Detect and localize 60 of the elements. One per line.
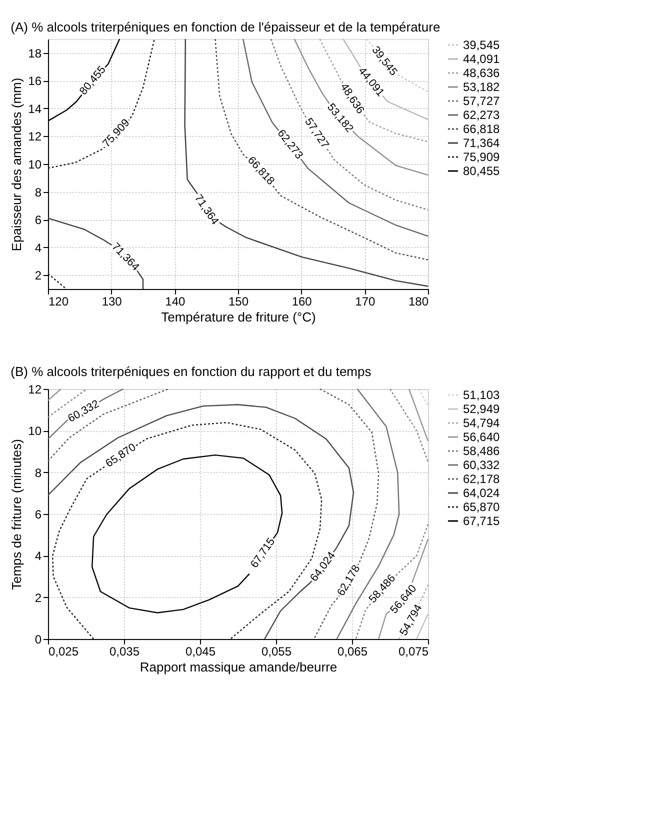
x-axis-title: Température de friture (°C) [161,310,316,324]
y-tick-label: 8 [34,185,42,200]
legend-label: 58,486 [463,444,500,458]
legend-label: 44,091 [463,52,500,66]
y-tick-label: 4 [34,240,42,255]
y-tick-label: 2 [34,590,42,605]
line-series [184,38,429,287]
legend-label: 60,332 [463,458,500,472]
x-tick-label: 0,055 [261,644,292,658]
y-tick-label: 18 [28,46,42,60]
x-axis-title: Rapport massique amande/beurre [140,660,338,674]
legend-label: 62,178 [463,472,500,486]
x-tick-label: 170 [355,294,376,308]
y-tick-label: 14 [28,102,42,116]
legend-label: 56,640 [463,430,500,444]
legend-label: 48,636 [463,66,500,80]
y-tick-label: 12 [28,382,42,396]
x-tick-label: 160 [292,294,312,308]
y-tick-label: 16 [28,74,42,88]
line-series [47,218,144,290]
chart-title: (B) % alcools triterpéniques en fonction du rapport et du temps [10,364,372,379]
y-tick-label: 10 [28,158,42,172]
y-tick-label: 6 [34,213,42,228]
legend-label: 39,545 [463,38,500,52]
x-tick-label: 150 [228,294,249,308]
legend-label: 54,794 [463,416,500,430]
legend-label: 75,909 [463,150,500,164]
x-tick-label: 140 [165,294,186,308]
y-tick-label: 6 [34,508,42,522]
x-tick-label: 0,075 [398,644,429,658]
legend-label: 52,949 [463,402,500,416]
y-tick-label: 12 [28,130,42,144]
y-tick-label: 8 [34,466,42,480]
y-axis-title: Temps de friture (minutes) [9,439,24,590]
legend-label: 67,715 [463,514,500,528]
line-series [47,38,155,169]
chart-title: (A) % alcools triterpéniques en fonction de l'épaisseur et de la température [10,19,440,34]
x-tick-label: 0,035 [109,644,140,658]
x-tick-label: 0,025 [48,644,79,658]
y-tick-label: 10 [28,424,42,438]
legend-label: 66,818 [463,122,500,136]
x-tick-label: 0,065 [337,644,368,658]
legend-label: 65,870 [463,500,500,514]
y-tick-label: 2 [34,268,42,283]
legend-label: 64,024 [463,486,500,500]
y-tick-label: 0 [34,632,42,646]
y-tick-label: 4 [34,549,42,564]
legend-label: 51,103 [463,388,500,402]
legend-label: 71,364 [463,136,500,150]
x-tick-label: 130 [102,294,122,308]
line-series [47,388,124,440]
legend-label: 62,273 [463,108,500,122]
x-tick-label: 180 [408,294,429,308]
line-series [242,38,429,237]
legend-label: 57,727 [463,94,500,108]
x-tick-label: 120 [48,294,69,308]
y-axis-title: Epaisseur des amandes (mm) [9,78,24,252]
legend-label: 53,182 [463,80,500,94]
legend-label: 80,455 [463,164,500,178]
x-tick-label: 0,045 [185,644,216,658]
